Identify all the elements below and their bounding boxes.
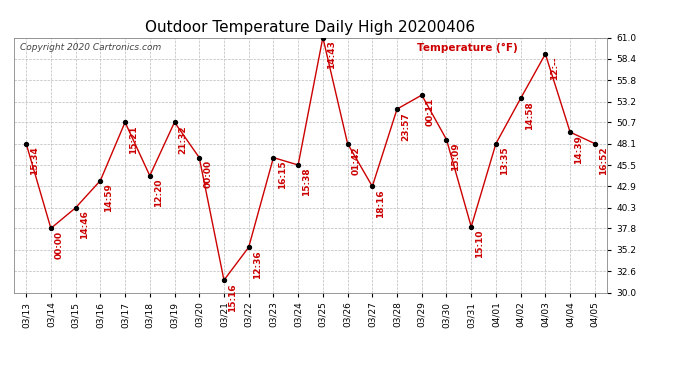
- Point: [243, 244, 254, 250]
- Point: [342, 141, 353, 147]
- Point: [540, 51, 551, 57]
- Text: 14:58: 14:58: [525, 101, 534, 130]
- Point: [515, 95, 526, 101]
- Text: 16:52: 16:52: [599, 146, 608, 175]
- Point: [194, 154, 205, 160]
- Point: [46, 225, 57, 231]
- Point: [391, 106, 402, 112]
- Point: [441, 136, 452, 142]
- Point: [491, 141, 502, 147]
- Text: 13:35: 13:35: [500, 146, 509, 175]
- Text: Temperature (°F): Temperature (°F): [417, 43, 518, 52]
- Text: 14:39: 14:39: [574, 135, 583, 164]
- Point: [466, 224, 477, 230]
- Text: 12:20: 12:20: [154, 178, 163, 207]
- Point: [21, 141, 32, 147]
- Text: 00:11: 00:11: [426, 98, 435, 126]
- Text: 15:16: 15:16: [228, 283, 237, 312]
- Title: Outdoor Temperature Daily High 20200406: Outdoor Temperature Daily High 20200406: [146, 20, 475, 35]
- Text: 00:00: 00:00: [204, 160, 213, 189]
- Text: 15:34: 15:34: [30, 146, 39, 175]
- Text: 15:09: 15:09: [451, 142, 460, 171]
- Point: [95, 178, 106, 184]
- Text: 00:00: 00:00: [55, 231, 64, 259]
- Point: [367, 183, 378, 189]
- Text: 23:57: 23:57: [401, 112, 410, 141]
- Point: [564, 129, 575, 135]
- Point: [219, 277, 230, 283]
- Text: 18:16: 18:16: [377, 189, 386, 218]
- Text: 21:32: 21:32: [179, 125, 188, 154]
- Text: 15:10: 15:10: [475, 230, 484, 258]
- Text: 14:43: 14:43: [327, 40, 336, 69]
- Text: Copyright 2020 Cartronics.com: Copyright 2020 Cartronics.com: [20, 43, 161, 52]
- Text: 01:42: 01:42: [352, 146, 361, 175]
- Point: [268, 154, 279, 160]
- Text: 12:36: 12:36: [253, 250, 262, 279]
- Text: 14:59: 14:59: [104, 183, 113, 212]
- Point: [589, 141, 600, 147]
- Text: 16:15: 16:15: [277, 160, 286, 189]
- Point: [119, 119, 130, 125]
- Point: [169, 119, 180, 125]
- Point: [317, 34, 328, 40]
- Point: [416, 92, 427, 98]
- Point: [144, 173, 155, 179]
- Text: 12:--: 12:--: [549, 57, 558, 80]
- Text: 14:46: 14:46: [80, 210, 89, 239]
- Point: [293, 162, 304, 168]
- Text: 15:38: 15:38: [302, 168, 311, 196]
- Text: 15:21: 15:21: [129, 125, 138, 154]
- Point: [70, 205, 81, 211]
